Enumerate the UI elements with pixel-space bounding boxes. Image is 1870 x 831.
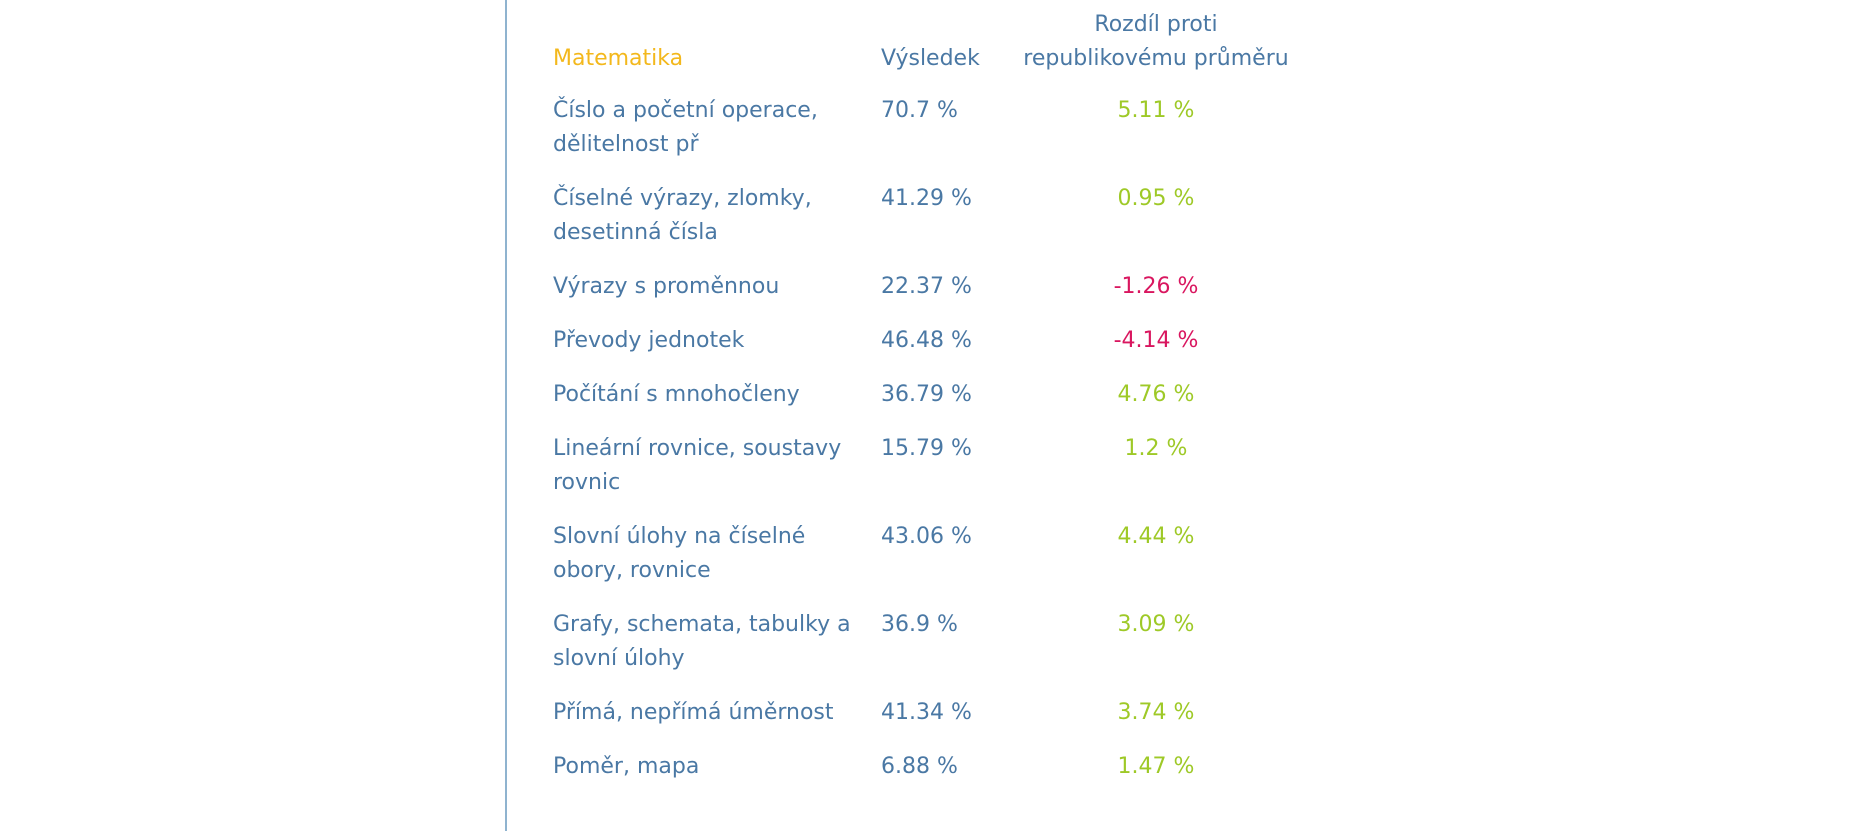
difference-cell: 1.47 %	[1117, 754, 1195, 779]
topic-cell: Číslo a početní operace, dělitelnost př	[553, 98, 818, 157]
topic-cell: Číselné výrazy, zlomky, desetinná čísla	[553, 186, 812, 245]
difference-cell: 4.76 %	[1117, 382, 1195, 407]
result-cell: 70.7 %	[881, 98, 958, 123]
result-cell: 41.29 %	[881, 186, 972, 211]
difference-cell: -1.26 %	[1113, 274, 1199, 299]
table-row: Grafy, schemata, tabulky a slovní úlohy 3…	[553, 608, 1301, 696]
result-cell: 46.48 %	[881, 328, 972, 353]
table-body: Číslo a početní operace, dělitelnost př 7…	[553, 94, 1301, 804]
difference-column-header: Rozdíl proti republikovému průměru	[1023, 12, 1289, 71]
topic-cell: Lineární rovnice, soustavy rovnic	[553, 436, 842, 495]
difference-cell: 3.74 %	[1117, 700, 1195, 725]
result-cell: 36.9 %	[881, 612, 958, 637]
topic-cell: Poměr, mapa	[553, 754, 700, 779]
topic-cell: Počítání s mnohočleny	[553, 382, 800, 407]
table-row: Poměr, mapa 6.88 % 1.47 %	[553, 750, 1301, 804]
difference-cell: 3.09 %	[1117, 612, 1195, 637]
topic-cell: Výrazy s proměnnou	[553, 274, 780, 299]
table-row: Lineární rovnice, soustavy rovnic 15.79 %…	[553, 432, 1301, 520]
result-cell: 22.37 %	[881, 274, 972, 299]
topic-cell: Přímá, nepřímá úměrnost	[553, 700, 834, 725]
table-row: Převody jednotek 46.48 % -4.14 %	[553, 324, 1301, 378]
result-cell: 41.34 %	[881, 700, 972, 725]
table-row: Počítání s mnohočleny 36.79 % 4.76 %	[553, 378, 1301, 432]
result-cell: 6.88 %	[881, 754, 958, 779]
table-row: Číslo a početní operace, dělitelnost př 7…	[553, 94, 1301, 182]
difference-cell: 4.44 %	[1117, 524, 1195, 549]
difference-cell: 5.11 %	[1117, 98, 1195, 123]
table-row: Slovní úlohy na číselné obory, rovnice 43…	[553, 520, 1301, 608]
table-row: Přímá, nepřímá úměrnost 41.34 % 3.74 %	[553, 696, 1301, 750]
result-column-header: Výsledek	[881, 46, 980, 71]
topic-cell: Grafy, schemata, tabulky a slovní úlohy	[553, 612, 851, 671]
header-row: Matematika Výsledek Rozdíl proti republi…	[553, 8, 1301, 94]
difference-cell: -4.14 %	[1113, 328, 1199, 353]
result-cell: 43.06 %	[881, 524, 972, 549]
table-row: Výrazy s proměnnou 22.37 % -1.26 %	[553, 270, 1301, 324]
difference-cell: 0.95 %	[1117, 186, 1195, 211]
math-results-table: Matematika Výsledek Rozdíl proti republi…	[553, 8, 1301, 804]
topic-cell: Slovní úlohy na číselné obory, rovnice	[553, 524, 806, 583]
result-cell: 15.79 %	[881, 436, 972, 461]
difference-cell: 1.2 %	[1124, 436, 1188, 461]
result-cell: 36.79 %	[881, 382, 972, 407]
left-border-line	[505, 0, 507, 831]
table-header: Matematika Výsledek Rozdíl proti republi…	[553, 8, 1301, 94]
table-row: Číselné výrazy, zlomky, desetinná čísla 4…	[553, 182, 1301, 270]
topic-cell: Převody jednotek	[553, 328, 745, 353]
section-title: Matematika	[553, 46, 684, 71]
